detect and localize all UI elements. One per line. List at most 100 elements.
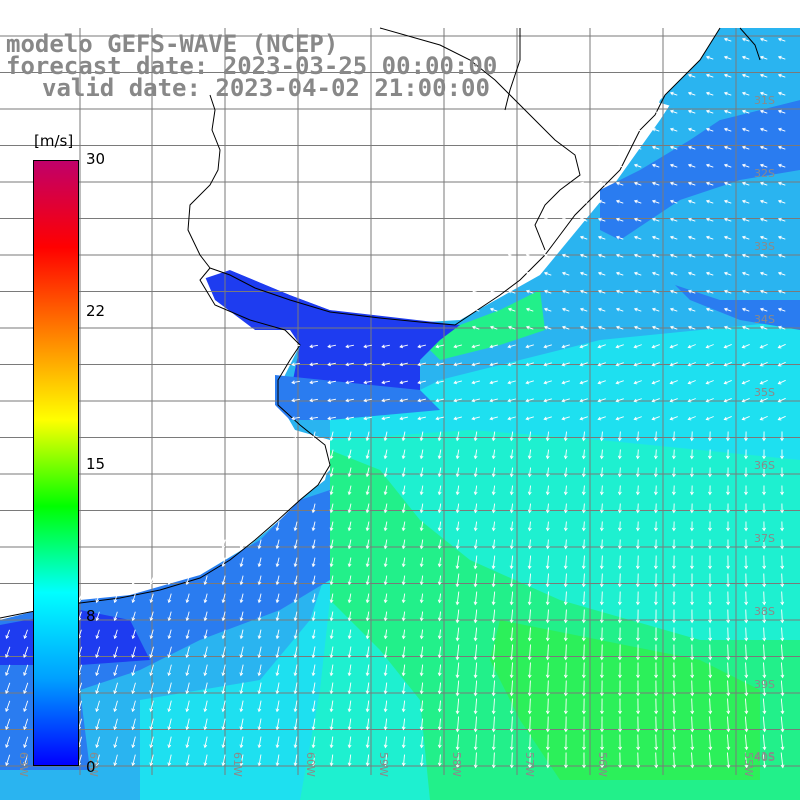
wind-arrow-head — [741, 109, 746, 114]
wind-arrow-head — [239, 744, 244, 749]
wind-arrow-head — [705, 235, 710, 240]
wind-arrow — [619, 485, 621, 495]
wind-arrow — [132, 682, 136, 694]
wind-arrow — [691, 734, 693, 750]
wind-arrow — [760, 164, 768, 168]
wind-arrow — [598, 164, 606, 168]
wind-arrow-head — [780, 637, 785, 642]
wind-arrow-head — [741, 307, 746, 312]
wind-arrow-head — [347, 581, 352, 586]
wind-arrow — [529, 539, 531, 549]
wind-arrow-head — [471, 380, 476, 385]
wind-arrow-head — [347, 473, 352, 478]
wind-arrow-head — [597, 307, 602, 312]
wind-arrow — [436, 416, 444, 420]
wind-arrow-head — [617, 583, 622, 588]
wind-arrow — [634, 146, 642, 150]
wind-arrow — [724, 38, 732, 42]
wind-arrow — [309, 398, 319, 402]
wind-arrow-head — [5, 744, 9, 749]
wind-arrow — [580, 344, 588, 348]
wind-arrow-head — [708, 491, 712, 496]
wind-arrow — [492, 627, 496, 641]
wind-arrow-head — [654, 728, 659, 733]
wind-arrow-head — [617, 656, 622, 661]
wind-arrow-head — [669, 91, 674, 96]
wind-arrow-head — [329, 509, 334, 514]
wind-arrow — [472, 326, 480, 330]
wind-arrow-head — [293, 762, 298, 767]
wind-arrow — [634, 164, 642, 168]
wind-arrow — [363, 380, 373, 384]
wind-arrow-head — [275, 726, 280, 731]
wind-arrow — [490, 326, 498, 330]
wind-arrow — [652, 146, 660, 150]
wind-arrow-head — [399, 380, 404, 385]
wind-arrow — [670, 92, 678, 96]
wind-arrow-head — [581, 656, 586, 661]
wind-arrow — [616, 218, 624, 222]
wind-arrow — [168, 682, 172, 694]
wind-arrow — [652, 326, 660, 330]
wind-arrow-head — [690, 545, 694, 550]
wind-arrow — [222, 718, 226, 730]
wind-arrow — [309, 380, 319, 384]
wind-arrow-head — [744, 527, 748, 532]
wind-arrow — [456, 539, 460, 549]
wind-arrow-head — [221, 545, 226, 550]
wind-arrow — [96, 593, 100, 603]
wind-arrow — [348, 682, 352, 694]
wind-arrow — [366, 700, 370, 712]
wind-arrow-head — [401, 672, 406, 677]
wind-arrow-head — [419, 509, 424, 514]
wind-arrow — [402, 557, 406, 567]
wind-arrow — [186, 682, 190, 694]
wind-arrow-head — [615, 199, 620, 204]
wind-arrow-head — [636, 692, 640, 697]
wind-arrow-head — [635, 491, 640, 496]
wind-arrow — [780, 752, 784, 768]
wind-arrow — [760, 397, 768, 403]
wind-arrow-head — [777, 380, 782, 385]
wind-arrow-head — [23, 635, 28, 640]
wind-arrow-head — [167, 672, 172, 677]
wind-arrow-head — [726, 491, 730, 496]
wind-arrow-head — [599, 509, 604, 514]
wind-arrow-head — [419, 708, 424, 713]
wind-arrow-head — [744, 455, 748, 460]
wind-arrow-head — [726, 583, 731, 588]
wind-arrow-head — [203, 726, 208, 731]
wind-arrow — [544, 398, 552, 402]
wind-arrow-head — [149, 581, 154, 586]
wind-arrow-head — [509, 710, 514, 715]
wind-arrow-head — [744, 601, 749, 606]
wind-arrow-head — [690, 565, 694, 570]
wind-arrow-head — [759, 325, 764, 330]
wind-arrow-head — [617, 619, 622, 624]
wind-arrow-head — [687, 199, 692, 204]
wind-arrow — [688, 110, 696, 114]
wind-arrow-head — [149, 654, 154, 659]
wind-arrow-head — [633, 181, 638, 186]
wind-arrow-head — [185, 563, 190, 568]
wind-arrow — [763, 591, 765, 605]
wind-arrow — [366, 682, 370, 694]
wind-arrow — [637, 431, 639, 441]
wind-arrow-head — [543, 253, 548, 258]
wind-arrow — [330, 467, 334, 477]
wind-arrow-head — [473, 692, 478, 697]
wind-arrow — [493, 752, 495, 768]
wind-arrow-head — [579, 380, 584, 385]
lon-label: 60W — [304, 752, 317, 777]
wind-arrow — [312, 629, 316, 639]
wind-arrow-head — [599, 491, 604, 496]
wind-arrow — [526, 326, 534, 330]
wind-arrow — [276, 754, 280, 766]
wind-arrow-head — [581, 527, 586, 532]
wind-arrow — [186, 700, 190, 712]
wind-arrow-head — [491, 509, 496, 514]
wind-arrow-head — [744, 583, 749, 588]
wind-arrow — [258, 521, 262, 531]
wind-arrow-head — [741, 181, 746, 186]
wind-arrow-head — [561, 253, 566, 258]
